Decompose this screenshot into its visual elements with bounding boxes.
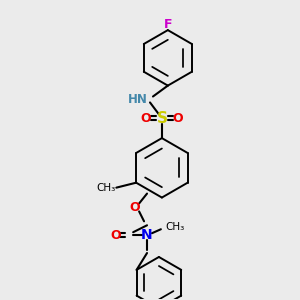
Text: CH₃: CH₃ — [166, 222, 185, 232]
Text: O: O — [130, 201, 140, 214]
Text: HN: HN — [128, 93, 148, 106]
Text: O: O — [172, 112, 183, 125]
Text: N: N — [141, 228, 153, 242]
Text: CH₃: CH₃ — [96, 183, 115, 193]
Text: F: F — [164, 18, 172, 31]
Text: O: O — [110, 229, 121, 242]
Text: S: S — [156, 111, 167, 126]
Text: O: O — [141, 112, 151, 125]
